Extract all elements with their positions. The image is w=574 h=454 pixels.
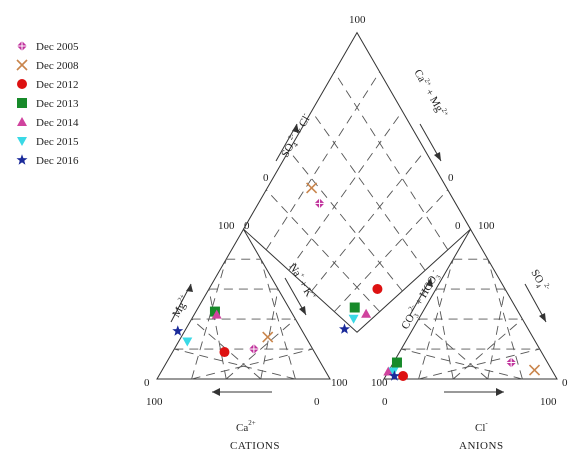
diamond-frame [242, 31, 472, 333]
cation-tick-below-left: 100 [146, 396, 163, 408]
diamond-tick-top: 100 [349, 14, 366, 26]
cation-tick-right-end: 100 [331, 377, 348, 389]
anion-left-label: CO32- + HCO3- [397, 267, 444, 332]
legend-label-dec-2013: Dec 2013 [36, 98, 79, 110]
cation-grid-l [208, 289, 227, 380]
diamond-grid-a [265, 71, 381, 251]
cation-grid-r [225, 318, 296, 380]
diamond-tick-left: 0 [263, 172, 269, 184]
legend-marker-dec-2012 [17, 79, 27, 89]
point-diamond-dec-2016 [339, 323, 350, 334]
anion-grid-l [435, 289, 454, 380]
cation-right-label: Na+ + K+ [286, 261, 318, 303]
arrow-camg-head [434, 152, 441, 161]
anion-grid-r [418, 348, 540, 380]
anion-tick-below-right: 100 [540, 396, 557, 408]
cation-left-label: Mg2+ [168, 293, 192, 320]
legend-label-dec-2014: Dec 2014 [36, 117, 79, 129]
legend-label-dec-2008: Dec 2008 [36, 60, 79, 72]
point-anion-dec-2008 [528, 364, 541, 376]
anion-triangle [383, 228, 558, 380]
point-anion-dec-2012 [398, 371, 409, 382]
arrow-mg-head [186, 284, 193, 292]
arrow-so4-head [539, 313, 546, 322]
diamond-ticks: 100 0 0 [263, 14, 454, 184]
anion-grid-r [487, 259, 523, 380]
anion-tick-below-left: 0 [382, 396, 388, 408]
arrow-na-head [299, 306, 306, 315]
anion-grid-l [418, 318, 489, 380]
anion-right-label: SO42- [527, 267, 553, 296]
cation-tick-below-right: 0 [314, 396, 320, 408]
anion-bottom-label: Cl- [475, 419, 488, 434]
diamond-grid-a [288, 110, 403, 271]
arrow-cl-head [496, 388, 504, 396]
cation-tick-apex-right: 0 [244, 220, 250, 232]
legend-label-dec-2012: Dec 2012 [36, 79, 78, 91]
point-cation-dec-2016 [172, 325, 184, 336]
anion-grid-l [401, 348, 523, 380]
cation-triangle [156, 228, 331, 380]
point-diamond-dec-2015 [348, 314, 359, 324]
anion-grid-r [452, 318, 523, 380]
point-anion-dec-2016 [388, 370, 400, 381]
legend-label-dec-2015: Dec 2015 [36, 136, 79, 148]
cation-grid-r [260, 289, 279, 380]
diamond-grid-b [311, 110, 426, 271]
anion-tick-apex-left: 0 [455, 220, 461, 232]
legend-marker-dec-2008 [16, 59, 28, 71]
legend: Dec 2005 Dec 2008 Dec 2012 Dec 2013 Dec 2014… [16, 41, 79, 167]
anion-ticks: 100 0 0 100 0 100 [371, 220, 568, 408]
point-diamond-dec-2014 [361, 308, 372, 318]
point-cation-dec-2015 [182, 337, 193, 347]
cation-bottom-label: Ca2+ [236, 419, 256, 434]
plot-marks [172, 182, 541, 382]
cation-title: CATIONS [230, 440, 280, 452]
legend-label-dec-2005: Dec 2005 [36, 41, 79, 53]
plot-frames [156, 31, 558, 380]
legend-marker-dec-2013 [17, 98, 27, 108]
diamond-grid-a [333, 189, 449, 312]
legend-marker-dec-2014 [17, 117, 27, 126]
point-diamond-dec-2012 [372, 283, 383, 294]
arrow-ca-head [212, 388, 220, 396]
diamond-grid-b [288, 150, 403, 292]
diamond-upper-left-label: SO42- + Cl- [277, 110, 315, 160]
anion-tick-left-end: 100 [371, 377, 388, 389]
plot-grid [174, 71, 540, 380]
point-anion-dec-2014 [383, 366, 394, 376]
diamond-grid-b [333, 71, 449, 251]
arrow-co3-head [426, 278, 433, 287]
axis-arrows [170, 123, 547, 396]
legend-marker-dec-2016 [16, 154, 28, 165]
cation-grid-l [174, 348, 296, 380]
point-cation-dec-2008 [262, 331, 274, 343]
cation-tick-apex-left: 100 [218, 220, 235, 232]
cation-grid-r [260, 259, 296, 380]
point-diamond-dec-2013 [349, 302, 360, 313]
diamond-upper-right-label: Ca2+ + Mg2+ [411, 67, 450, 121]
diamond-grid-a [311, 150, 426, 292]
diamond-grid-b [265, 189, 381, 312]
diamond-tick-right: 0 [448, 172, 454, 184]
legend-marker-dec-2015 [17, 137, 27, 146]
point-cation-dec-2013 [209, 306, 220, 317]
point-diamond-dec-2008 [306, 182, 318, 194]
anion-title: ANIONS [459, 440, 504, 452]
point-anion-dec-2013 [391, 357, 402, 368]
anion-tick-apex-right: 100 [478, 220, 495, 232]
arrow-so4cl-head [292, 124, 299, 133]
legend-label-dec-2016: Dec 2016 [36, 155, 79, 167]
point-cation-dec-2014 [211, 309, 222, 319]
cation-tick-left-bottom: 0 [144, 377, 150, 389]
cation-ticks: 0 100 100 0 100 0 [144, 220, 348, 408]
point-cation-dec-2012 [219, 347, 230, 358]
anion-grid-r [487, 289, 506, 380]
cation-grid-r [191, 348, 313, 380]
point-anion-dec-2015 [388, 367, 399, 377]
anion-tick-right-end: 0 [562, 377, 568, 389]
